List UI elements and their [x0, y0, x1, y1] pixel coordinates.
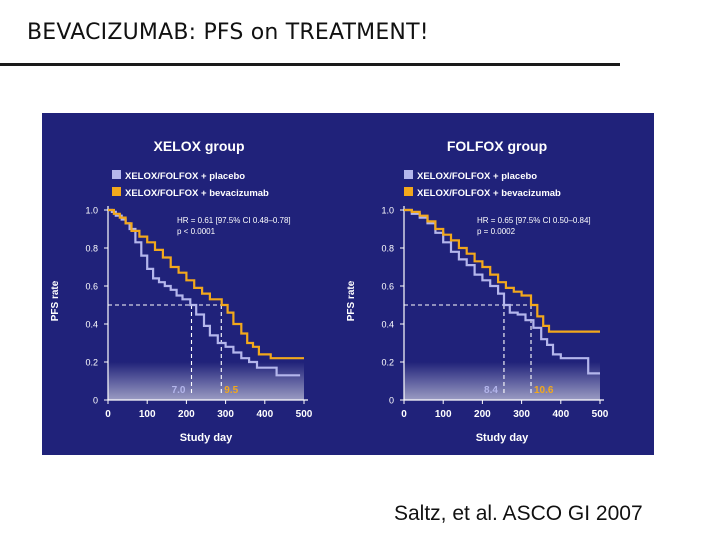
y-tick-label: 0.6: [381, 282, 394, 292]
x-tick-label: 200: [178, 409, 195, 420]
legend-label: XELOX/FOLFOX + bevacizumab: [417, 188, 561, 199]
x-tick-label: 500: [296, 409, 313, 420]
stats-text: p = 0.0002: [477, 227, 516, 236]
y-tick-label: 0.4: [85, 320, 98, 330]
y-tick-label: 1.0: [85, 206, 98, 216]
median-label-placebo: 8.4: [484, 385, 498, 396]
x-axis-label: Study day: [476, 432, 529, 444]
y-tick-label: 0.2: [85, 358, 98, 368]
legend-swatch-placebo: [404, 170, 413, 179]
median-label-bevacizumab: 9.5: [224, 385, 238, 396]
panel-title: XELOX group: [154, 138, 245, 154]
legend-swatch-placebo: [112, 170, 121, 179]
x-tick-label: 500: [592, 409, 609, 420]
bevacizumab-curve: [108, 208, 304, 360]
y-tick-label: 1.0: [381, 206, 394, 216]
y-tick-label: 0.6: [85, 282, 98, 292]
x-tick-label: 200: [474, 409, 491, 420]
y-axis-label: PFS rate: [50, 280, 61, 321]
x-tick-label: 100: [435, 409, 452, 420]
stats-text: HR = 0.61 [97.5% CI 0.48–0.78]: [177, 216, 291, 225]
citation: Saltz, et al. ASCO GI 2007: [394, 502, 643, 525]
xelox-panel: XELOX group XELOX/FOLFOX + placebo XELOX/F…: [50, 138, 313, 444]
y-tick-label: 0: [389, 396, 394, 406]
x-tick-label: 400: [552, 409, 569, 420]
x-tick-label: 300: [513, 409, 530, 420]
x-tick-label: 0: [401, 409, 407, 420]
plot-glow: [404, 362, 600, 400]
panel-title: FOLFOX group: [447, 138, 547, 154]
x-tick-label: 0: [105, 409, 111, 420]
title-divider: [0, 63, 620, 66]
x-axis-label: Study day: [180, 432, 233, 444]
km-figure: XELOX group XELOX/FOLFOX + placebo XELOX/F…: [42, 113, 654, 455]
x-tick-label: 300: [217, 409, 234, 420]
legend-label: XELOX/FOLFOX + placebo: [125, 171, 245, 182]
km-figure-svg: XELOX group XELOX/FOLFOX + placebo XELOX/F…: [42, 113, 654, 455]
folfox-panel: FOLFOX group XELOX/FOLFOX + placebo XELOX/…: [346, 138, 609, 444]
legend-label: XELOX/FOLFOX + placebo: [417, 171, 537, 182]
stats-text: HR = 0.65 [97.5% CI 0.50–0.84]: [477, 216, 591, 225]
x-tick-label: 400: [256, 409, 273, 420]
legend-swatch-bevacizumab: [112, 187, 121, 196]
y-tick-label: 0.8: [381, 244, 394, 254]
legend-swatch-bevacizumab: [404, 187, 413, 196]
y-axis-label: PFS rate: [346, 280, 357, 321]
y-tick-label: 0: [93, 396, 98, 406]
y-tick-label: 0.8: [85, 244, 98, 254]
median-label-placebo: 7.0: [172, 385, 186, 396]
legend-label: XELOX/FOLFOX + bevacizumab: [125, 188, 269, 199]
slide-title: BEVACIZUMAB: PFS on TREATMENT!: [27, 20, 429, 45]
x-tick-label: 100: [139, 409, 156, 420]
median-label-bevacizumab: 10.6: [534, 385, 554, 396]
stats-text: p < 0.0001: [177, 227, 216, 236]
y-tick-label: 0.2: [381, 358, 394, 368]
bevacizumab-curve: [404, 208, 600, 333]
y-tick-label: 0.4: [381, 320, 394, 330]
